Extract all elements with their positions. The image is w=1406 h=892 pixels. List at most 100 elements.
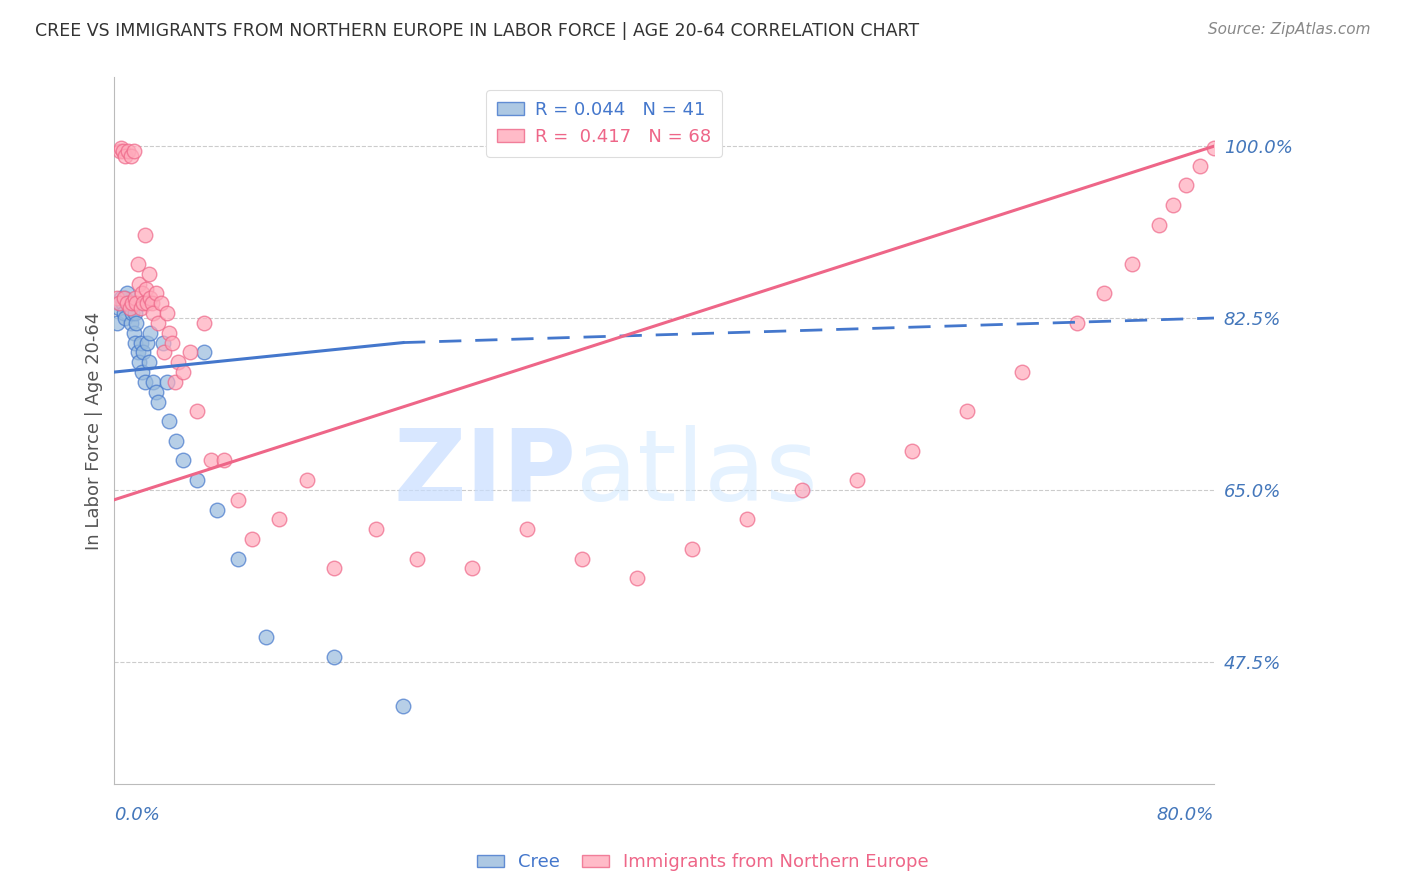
Point: [163, 375, 186, 389]
Point: [148, 316, 170, 330]
Point: [845, 473, 868, 487]
Point: [124, 335, 146, 350]
Point: [118, 301, 141, 316]
Point: [127, 257, 149, 271]
Point: [122, 326, 145, 340]
Point: [157, 326, 180, 340]
Point: [150, 296, 173, 310]
Point: [111, 144, 134, 158]
Point: [157, 414, 180, 428]
Point: [295, 473, 318, 487]
Point: [1011, 365, 1033, 379]
Point: [136, 335, 159, 350]
Point: [681, 541, 703, 556]
Point: [138, 267, 160, 281]
Point: [153, 345, 176, 359]
Point: [900, 443, 922, 458]
Point: [145, 286, 167, 301]
Point: [128, 355, 150, 369]
Point: [156, 375, 179, 389]
Point: [125, 296, 148, 310]
Point: [115, 286, 138, 301]
Point: [392, 698, 415, 713]
Point: [115, 296, 138, 310]
Point: [172, 365, 194, 379]
Point: [128, 277, 150, 291]
Point: [135, 282, 157, 296]
Point: [1175, 178, 1198, 193]
Point: [165, 434, 187, 448]
Point: [121, 296, 143, 310]
Text: Source: ZipAtlas.com: Source: ZipAtlas.com: [1208, 22, 1371, 37]
Point: [269, 512, 291, 526]
Point: [124, 292, 146, 306]
Point: [122, 144, 145, 158]
Point: [152, 335, 174, 350]
Text: CREE VS IMMIGRANTS FROM NORTHERN EUROPE IN LABOR FORCE | AGE 20-64 CORRELATION C: CREE VS IMMIGRANTS FROM NORTHERN EUROPE …: [35, 22, 920, 40]
Point: [124, 306, 146, 320]
Text: atlas: atlas: [576, 425, 818, 522]
Point: [134, 375, 156, 389]
Point: [105, 292, 128, 306]
Point: [107, 296, 129, 310]
Point: [179, 345, 201, 359]
Point: [107, 301, 129, 316]
Point: [125, 316, 148, 330]
Point: [117, 144, 139, 158]
Point: [955, 404, 977, 418]
Point: [323, 649, 346, 664]
Point: [735, 512, 758, 526]
Point: [254, 630, 277, 644]
Point: [142, 375, 165, 389]
Point: [516, 522, 538, 536]
Point: [134, 227, 156, 242]
Point: [1147, 218, 1170, 232]
Point: [132, 345, 155, 359]
Point: [166, 355, 188, 369]
Point: [132, 296, 155, 310]
Point: [110, 141, 132, 155]
Point: [226, 551, 249, 566]
Point: [139, 326, 162, 340]
Point: [142, 306, 165, 320]
Point: [186, 404, 208, 418]
Point: [323, 561, 346, 575]
Point: [200, 453, 222, 467]
Point: [121, 306, 143, 320]
Legend: R = 0.044   N = 41, R =  0.417   N = 68: R = 0.044 N = 41, R = 0.417 N = 68: [486, 90, 723, 157]
Text: 0.0%: 0.0%: [114, 806, 160, 824]
Point: [110, 292, 132, 306]
Point: [120, 316, 142, 330]
Point: [138, 355, 160, 369]
Point: [193, 316, 215, 330]
Point: [226, 492, 249, 507]
Point: [120, 149, 142, 163]
Point: [114, 149, 136, 163]
Point: [114, 311, 136, 326]
Point: [1121, 257, 1143, 271]
Point: [207, 502, 229, 516]
Point: [1189, 159, 1212, 173]
Point: [626, 571, 648, 585]
Point: [148, 394, 170, 409]
Point: [193, 345, 215, 359]
Legend: Cree, Immigrants from Northern Europe: Cree, Immigrants from Northern Europe: [470, 847, 936, 879]
Point: [1161, 198, 1184, 212]
Point: [131, 286, 153, 301]
Point: [108, 296, 131, 310]
Y-axis label: In Labor Force | Age 20-64: In Labor Force | Age 20-64: [86, 312, 103, 550]
Point: [129, 335, 152, 350]
Point: [127, 345, 149, 359]
Point: [112, 292, 135, 306]
Point: [160, 335, 183, 350]
Point: [105, 316, 128, 330]
Point: [1092, 286, 1115, 301]
Point: [156, 306, 179, 320]
Point: [139, 292, 162, 306]
Point: [145, 384, 167, 399]
Point: [364, 522, 387, 536]
Point: [214, 453, 236, 467]
Point: [461, 561, 484, 575]
Point: [108, 144, 131, 158]
Point: [240, 532, 263, 546]
